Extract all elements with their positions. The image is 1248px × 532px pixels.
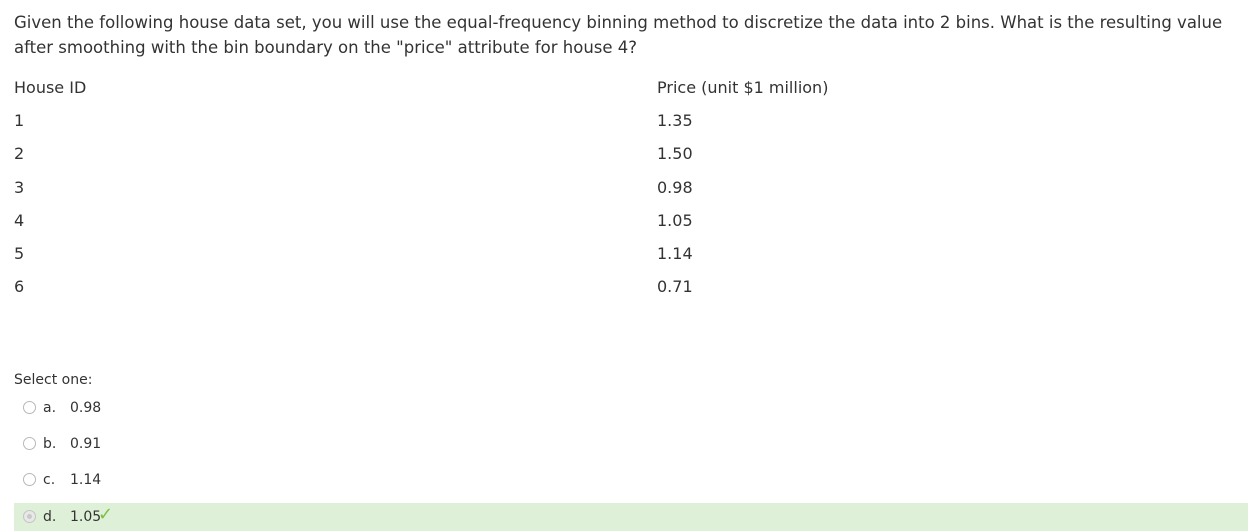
house-id-cell: 6 [14,277,25,297]
option-letter: d. [43,509,57,525]
price-cell: 1.35 [657,111,693,131]
header-house-id: House ID [14,78,87,97]
price-cell: 1.05 [657,210,693,230]
table-row: 3 0.98 [14,176,1014,209]
answer-option-d[interactable]: d. 1.05 ✓ [14,503,1248,531]
question-text: Given the following house data set, you … [14,13,1223,57]
house-data-table: House ID Price (unit $1 million) 1 1.35 … [14,76,1014,308]
table-row: 1 1.35 [14,109,1014,142]
price-cell: 1.14 [657,243,693,263]
radio-button-b[interactable] [23,437,36,450]
option-value: 0.98 [70,400,102,416]
table-row: 2 1.50 [14,142,1014,175]
price-cell: 1.50 [657,144,693,164]
option-value: 1.05 [70,509,102,525]
house-id-cell: 5 [14,243,25,263]
house-id-cell: 2 [14,144,25,164]
select-one-label: Select one: [14,372,93,388]
house-id-cell: 4 [14,210,25,230]
table-row: 6 0.71 [14,275,1014,308]
radio-button-d[interactable] [23,510,36,523]
table-row: 5 1.14 [14,242,1014,275]
header-price: Price (unit $1 million) [657,78,829,97]
radio-button-a[interactable] [23,401,36,414]
option-value: 0.91 [70,436,102,452]
option-letter: a. [43,400,57,416]
house-id-cell: 3 [14,177,25,197]
house-id-cell: 1 [14,111,25,131]
table-row: 4 1.05 [14,209,1014,242]
answer-option-c[interactable]: c. 1.14 [14,466,1248,494]
price-cell: 0.71 [657,277,693,297]
table-header-row: House ID Price (unit $1 million) [14,76,1014,109]
answer-option-a[interactable]: a. 0.98 [14,394,1248,422]
option-letter: b. [43,436,57,452]
correct-check-icon: ✓ [98,504,114,525]
radio-button-c[interactable] [23,473,36,486]
option-value: 1.14 [70,472,102,488]
option-letter: c. [43,472,56,488]
price-cell: 0.98 [657,177,693,197]
answer-option-b[interactable]: b. 0.91 [14,430,1248,458]
